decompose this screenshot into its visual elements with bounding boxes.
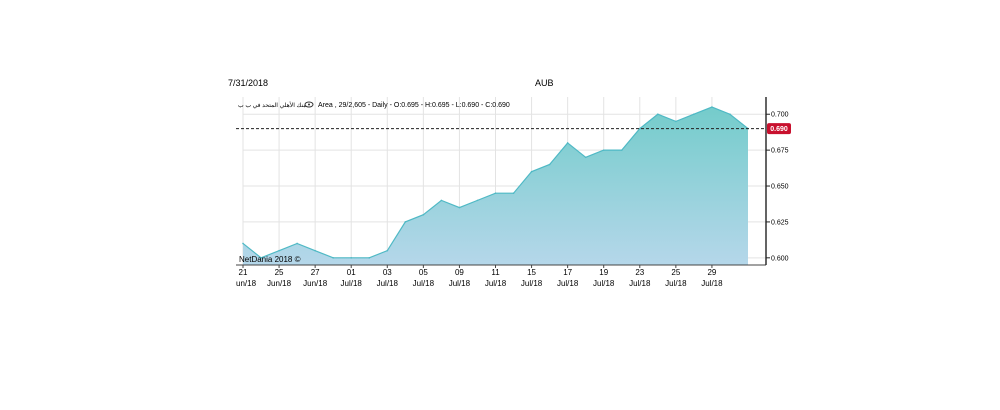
x-tick-label: 01 (347, 268, 356, 277)
x-tick-month-label: Jul/18 (665, 279, 687, 288)
data-point (422, 213, 425, 216)
x-tick-label: 21 (239, 268, 248, 277)
data-point (260, 257, 262, 259)
data-point (638, 127, 641, 130)
data-point (693, 113, 695, 116)
area-series (242, 106, 749, 265)
x-tick-label: 09 (455, 268, 464, 277)
x-tick-month-label: Jul/18 (341, 279, 363, 288)
data-point (476, 199, 479, 202)
data-point (278, 249, 280, 252)
data-point (440, 199, 443, 202)
x-tick-label: 29 (707, 268, 716, 277)
chart-symbol: AUB (535, 78, 554, 88)
data-point (566, 142, 569, 144)
x-tick-label: 27 (311, 268, 320, 277)
y-tick-label: 0.600 (771, 255, 789, 262)
data-point (584, 156, 587, 159)
ohlc-info: Area , 29/2,605 - Daily - O:0.695 - H:0.… (318, 102, 510, 109)
last-price-value: 0.690 (770, 126, 788, 133)
y-tick-label: 0.625 (771, 219, 789, 226)
last-price-tag: 0.690 (767, 123, 791, 135)
x-tick-month-label: Jul/18 (413, 279, 435, 288)
data-point (602, 149, 605, 151)
data-point (386, 249, 389, 252)
data-point (512, 192, 515, 195)
data-point (729, 113, 731, 116)
x-tick-month-label: Jul/18 (485, 279, 507, 288)
x-tick-month-label: Jul/18 (629, 279, 651, 288)
data-point (530, 170, 533, 173)
x-tick-month-label: Jul/18 (449, 279, 471, 288)
data-point (404, 221, 407, 223)
x-tick-label: 23 (635, 268, 644, 277)
data-point (332, 257, 334, 259)
area-fill (243, 107, 748, 265)
x-tick-label: 17 (563, 268, 572, 277)
data-point (350, 257, 353, 259)
data-point (458, 206, 461, 209)
x-tick-label: 05 (419, 268, 428, 277)
data-point (368, 257, 371, 259)
x-tick-month-label: Jul/18 (701, 279, 723, 288)
watermark: NetDania 2018 © (239, 255, 301, 264)
instrument-name: البنك الأهلي المتحد في ب ب (238, 100, 309, 109)
chart-type-icon[interactable] (304, 101, 314, 108)
x-tick-month-label: Jul/18 (593, 279, 615, 288)
y-tick-label: 0.675 (771, 148, 789, 155)
x-tick-month-label: Jun/18 (267, 279, 292, 288)
x-tick-label: 11 (491, 268, 500, 277)
x-tick-label: 25 (275, 268, 284, 277)
data-point (242, 242, 244, 245)
y-tick-label: 0.650 (771, 184, 789, 191)
x-tick-month-label: Jul/18 (557, 279, 579, 288)
data-point (620, 149, 623, 151)
x-tick-label: 15 (527, 268, 536, 277)
x-tick-month-label: Jul/18 (377, 279, 399, 288)
y-tick-label: 0.700 (771, 112, 789, 119)
data-point (296, 242, 298, 245)
x-tick-label: 03 (383, 268, 392, 277)
chart-date: 7/31/2018 (228, 78, 268, 88)
data-point (314, 249, 316, 252)
x-tick-label: 19 (599, 268, 608, 277)
data-point (494, 192, 497, 195)
x-tick-month-label: Jul/18 (521, 279, 543, 288)
axes: 0.600 0.625 0.650 0.675 0.700 21 un/18 25 Jun/18… (236, 97, 789, 288)
x-tick-label: 25 (671, 268, 680, 277)
x-tick-month-label: un/18 (236, 279, 257, 288)
data-point (548, 163, 551, 166)
last-price-badge (767, 123, 791, 135)
data-point (675, 120, 677, 123)
data-point (657, 113, 659, 116)
data-point (711, 106, 713, 108)
x-tick-month-label: Jun/18 (303, 279, 328, 288)
